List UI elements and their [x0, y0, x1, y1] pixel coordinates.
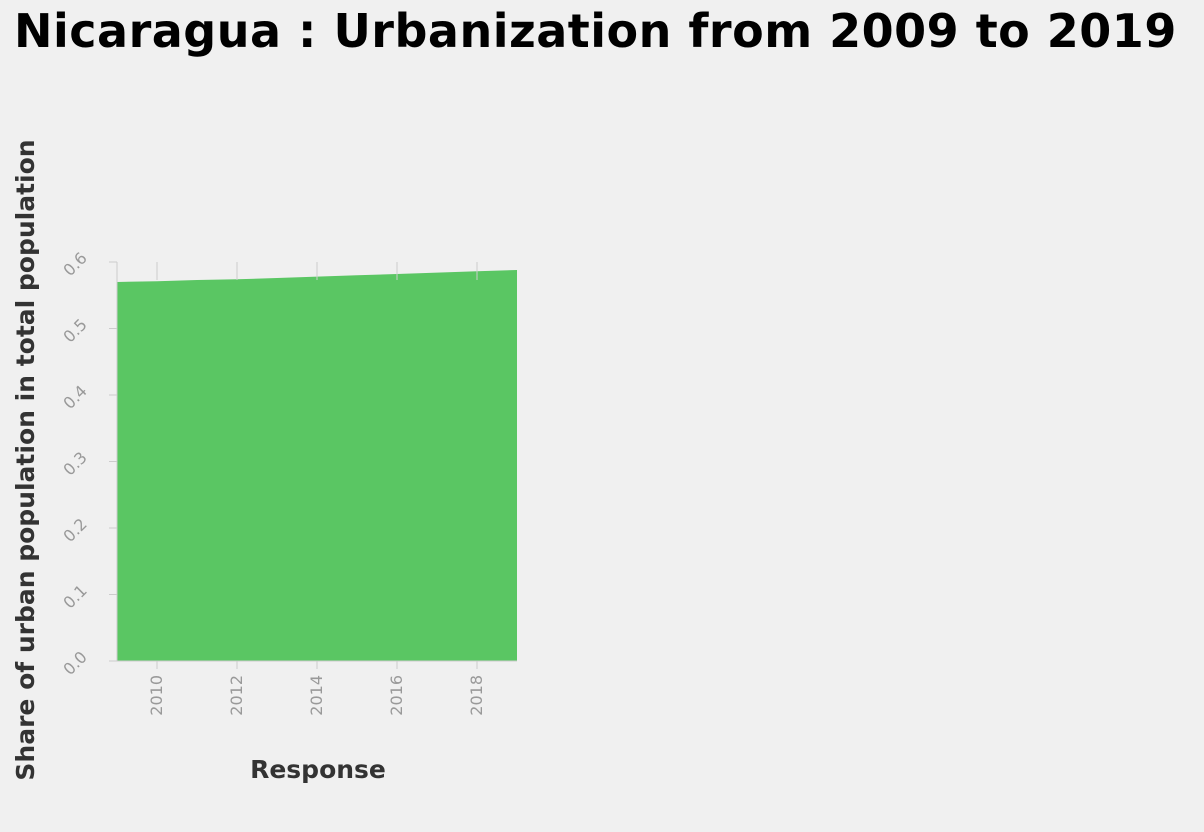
- y-tick-label: 0.1: [59, 581, 90, 612]
- x-tick-label: 2016: [387, 675, 406, 716]
- x-tick-label: 2012: [227, 675, 246, 716]
- y-tick-label: 0.2: [59, 514, 90, 545]
- y-axis-title: Share of urban population in total popul…: [11, 139, 40, 780]
- x-tick-label: 2018: [467, 675, 486, 716]
- y-tick-label: 0.4: [59, 381, 90, 412]
- x-tick-label: 2010: [147, 675, 166, 716]
- plot-area: 2010 2012 2014 2016 2018 0.00.10.20.30.40.50…: [59, 248, 517, 716]
- y-tick-label: 0.6: [59, 248, 90, 279]
- y-tick-label: 0.0: [59, 647, 90, 678]
- y-tick-label: 0.3: [59, 448, 90, 479]
- y-axis-ticks: 0.0 0.1 0.2 0.3 0.4 0.5 0.6: [59, 248, 117, 679]
- x-tick-label: 2014: [307, 675, 326, 716]
- x-axis-ticks: 2010 2012 2014 2016 2018: [147, 262, 486, 716]
- x-axis-title: Response: [250, 755, 386, 784]
- chart-title: Nicaragua : Urbanization from 2009 to 20…: [14, 4, 1177, 58]
- area-series: [117, 269, 517, 661]
- y-tick-label: 0.5: [59, 315, 90, 346]
